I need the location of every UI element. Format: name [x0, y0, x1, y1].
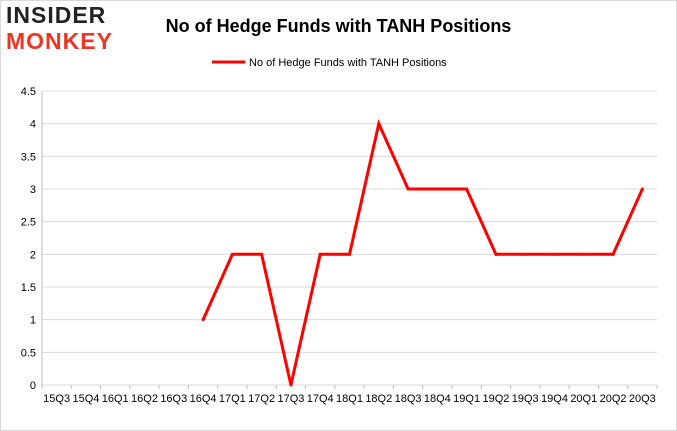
x-tick-label: 17Q2	[248, 393, 275, 405]
data-point	[289, 383, 293, 387]
chart-title: No of Hedge Funds with TANH Positions	[165, 16, 512, 36]
data-point	[406, 187, 410, 191]
x-tick-label: 17Q3	[277, 393, 304, 405]
data-point	[582, 252, 586, 256]
y-tick-label: 2	[30, 249, 36, 261]
series-layer	[201, 118, 644, 387]
data-point	[260, 252, 264, 256]
x-tick-label: 16Q4	[190, 393, 217, 405]
y-tick-label: 0	[30, 380, 36, 392]
x-tick-label: 15Q3	[43, 393, 70, 405]
x-tick-label: 20Q3	[629, 393, 656, 405]
data-point	[465, 187, 469, 191]
x-tick-label: 17Q4	[307, 393, 334, 405]
data-point	[523, 252, 527, 256]
data-point	[494, 252, 498, 256]
legend: No of Hedge Funds with TANH Positions	[212, 57, 447, 69]
legend-label: No of Hedge Funds with TANH Positions	[249, 57, 447, 69]
y-tick-label: 3.5	[21, 151, 36, 163]
y-tick-label: 3	[30, 184, 36, 196]
data-point	[611, 252, 615, 256]
insider-monkey-logo: INSIDER MONKEY	[6, 4, 126, 54]
y-tick-label: 2.5	[21, 217, 36, 229]
x-tick-label: 19Q2	[482, 393, 509, 405]
x-tick-label: 18Q2	[365, 393, 392, 405]
x-tick-label: 15Q4	[72, 393, 99, 405]
y-tick-label: 4	[30, 119, 36, 131]
y-tick-label: 0.5	[21, 347, 36, 359]
x-tick-label: 20Q1	[570, 393, 597, 405]
x-tick-label: 19Q3	[512, 393, 539, 405]
series-line	[201, 118, 644, 386]
x-tick-label: 20Q2	[600, 393, 627, 405]
grid-layer	[42, 90, 657, 386]
data-point	[318, 252, 322, 256]
x-tick-label: 17Q1	[219, 393, 246, 405]
logo-line-2: MONKEY	[6, 28, 113, 54]
data-point	[377, 122, 381, 126]
y-tick-label: 4.5	[21, 86, 36, 98]
axis-layer: 0 0.5 1 1.5 2 2.5 3 3.5 4 4.5 15Q3 15Q4 16Q1 16Q2 16Q3…	[21, 86, 658, 405]
data-point	[553, 252, 556, 256]
x-tick-label: 19Q4	[541, 393, 568, 405]
x-tick-label: 18Q1	[336, 393, 363, 405]
x-tick-label: 16Q3	[160, 393, 187, 405]
data-point	[348, 252, 351, 256]
x-tick-label: 18Q4	[424, 393, 451, 405]
x-tick-label: 16Q1	[102, 393, 129, 405]
x-tick-label: 18Q3	[395, 393, 422, 405]
x-tick-label: 16Q2	[131, 393, 158, 405]
data-point	[230, 252, 234, 256]
y-tick-label: 1.5	[21, 282, 36, 294]
y-tick-label: 1	[30, 315, 36, 327]
data-point	[640, 187, 644, 191]
data-point	[435, 187, 439, 191]
x-tick-label: 19Q1	[453, 393, 480, 405]
data-point	[201, 318, 205, 322]
logo-line-1: INSIDER	[6, 2, 107, 28]
